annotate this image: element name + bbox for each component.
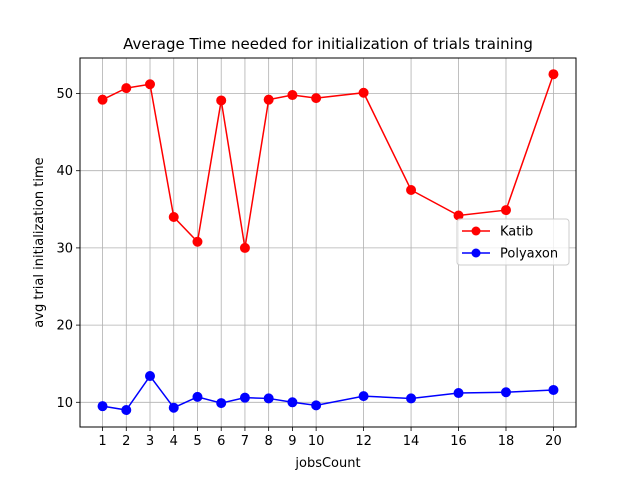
data-point-polyaxon bbox=[97, 401, 108, 412]
chart-title: Average Time needed for initialization o… bbox=[123, 35, 533, 53]
data-point-katib bbox=[168, 212, 179, 223]
x-tick-label: 10 bbox=[308, 434, 325, 449]
x-tick-label: 14 bbox=[403, 434, 420, 449]
y-tick-label: 50 bbox=[56, 87, 73, 102]
x-ticks: 1 2 3 4 5 6 7 8 9 10 12 14 16 18 20 bbox=[98, 427, 562, 449]
legend-marker-katib bbox=[471, 226, 481, 236]
x-tick-label: 18 bbox=[498, 434, 515, 449]
x-tick-label: 4 bbox=[170, 434, 178, 449]
y-ticks: 10 20 30 40 50 bbox=[56, 87, 80, 411]
series-layer bbox=[97, 69, 559, 416]
data-point-katib bbox=[216, 95, 227, 106]
legend-label-polyaxon: Polyaxon bbox=[500, 247, 558, 262]
data-point-katib bbox=[121, 83, 132, 94]
data-point-katib bbox=[311, 93, 322, 104]
x-tick-label: 7 bbox=[241, 434, 249, 449]
data-point-katib bbox=[145, 79, 156, 90]
data-point-katib bbox=[406, 185, 417, 196]
y-tick-label: 40 bbox=[56, 164, 73, 179]
legend-marker-polyaxon bbox=[471, 248, 481, 258]
data-point-polyaxon bbox=[192, 391, 203, 402]
legend: Katib Polyaxon bbox=[456, 218, 570, 266]
data-point-polyaxon bbox=[239, 392, 250, 403]
data-point-katib bbox=[192, 236, 203, 247]
data-point-polyaxon bbox=[216, 398, 227, 409]
data-point-katib bbox=[500, 205, 511, 216]
data-point-polyaxon bbox=[168, 402, 179, 413]
data-point-katib bbox=[239, 242, 250, 253]
data-point-katib bbox=[358, 87, 369, 98]
legend-label-katib: Katib bbox=[500, 225, 533, 240]
data-point-polyaxon bbox=[406, 393, 417, 404]
data-point-polyaxon bbox=[548, 384, 559, 395]
data-point-katib bbox=[263, 94, 274, 105]
plot-frame bbox=[79, 57, 577, 428]
data-point-polyaxon bbox=[500, 387, 511, 398]
x-tick-label: 8 bbox=[265, 434, 273, 449]
x-tick-label: 9 bbox=[288, 434, 296, 449]
x-tick-label: 20 bbox=[545, 434, 562, 449]
data-point-polyaxon bbox=[358, 391, 369, 402]
data-point-katib bbox=[97, 94, 108, 105]
data-point-katib bbox=[548, 69, 559, 80]
data-point-polyaxon bbox=[121, 405, 132, 416]
x-tick-label: 12 bbox=[355, 434, 372, 449]
data-point-polyaxon bbox=[453, 388, 464, 399]
data-point-polyaxon bbox=[311, 400, 322, 411]
data-point-polyaxon bbox=[263, 393, 274, 404]
y-tick-label: 20 bbox=[56, 319, 73, 334]
x-tick-label: 16 bbox=[450, 434, 467, 449]
x-tick-label: 6 bbox=[217, 434, 225, 449]
data-point-polyaxon bbox=[145, 371, 156, 382]
x-tick-label: 5 bbox=[193, 434, 201, 449]
data-point-polyaxon bbox=[287, 397, 298, 408]
y-tick-label: 30 bbox=[56, 241, 73, 256]
y-axis-label: avg trial initialization time bbox=[32, 157, 47, 327]
x-axis-label: jobsCount bbox=[294, 456, 360, 471]
x-tick-label: 3 bbox=[146, 434, 154, 449]
x-tick-label: 1 bbox=[98, 434, 106, 449]
data-point-katib bbox=[287, 90, 298, 101]
x-tick-label: 2 bbox=[122, 434, 130, 449]
y-tick-label: 10 bbox=[56, 396, 73, 411]
